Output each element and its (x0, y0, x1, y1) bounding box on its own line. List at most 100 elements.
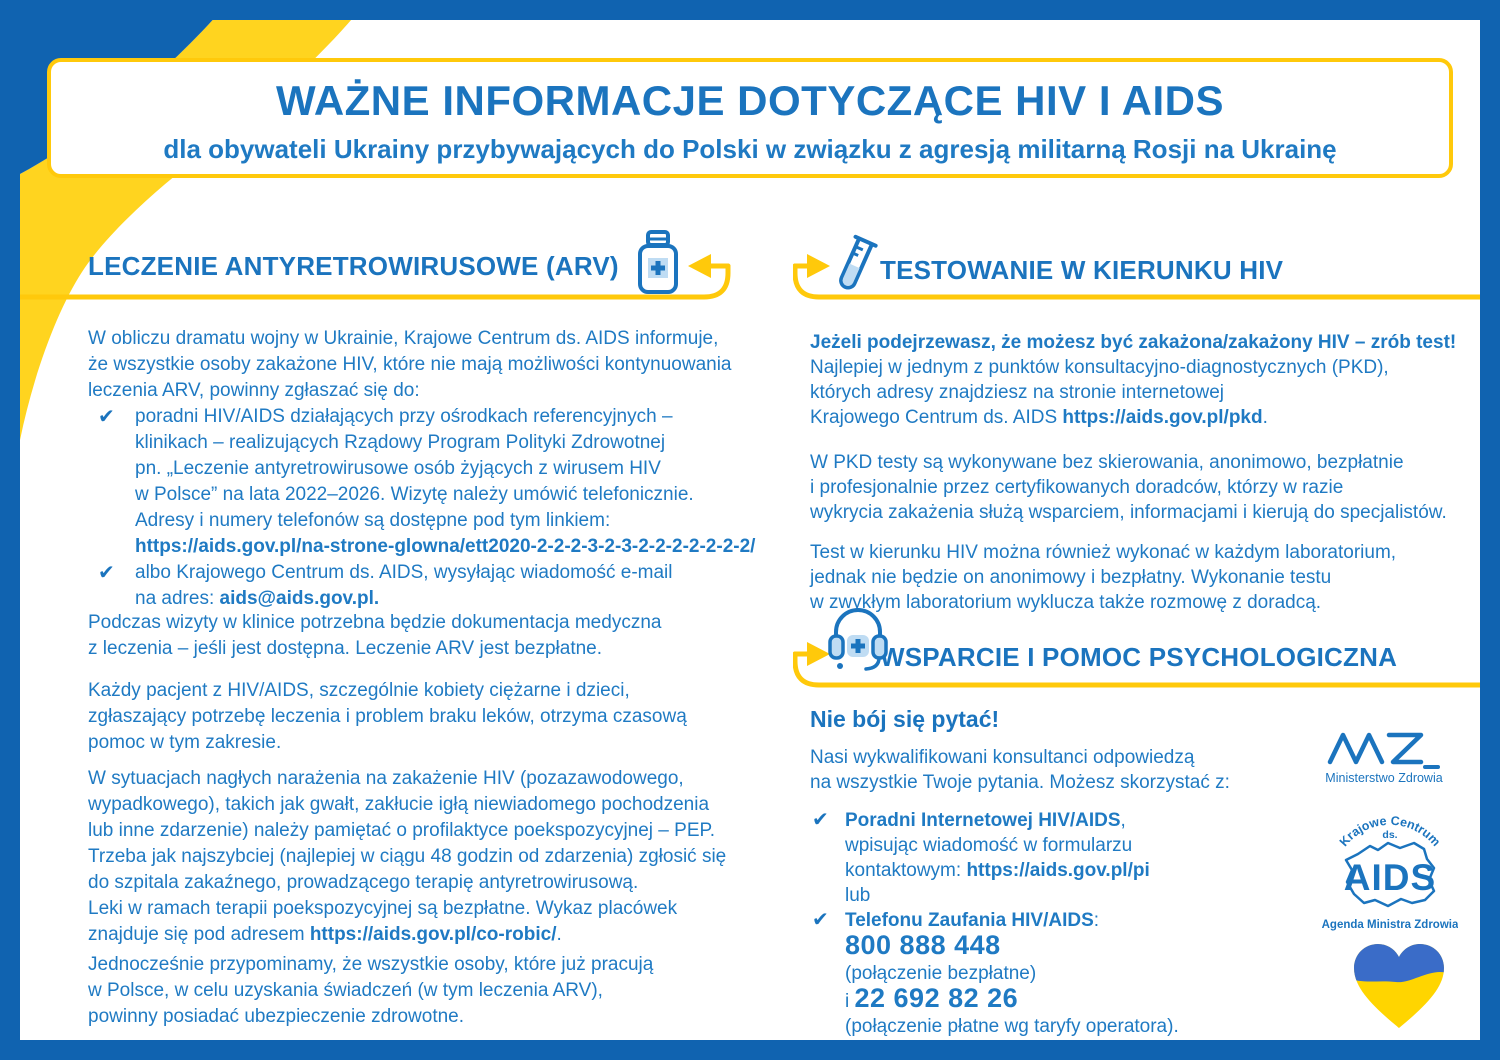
page-subtitle: dla obywateli Ukrainy przybywających do … (163, 134, 1337, 164)
arrow-right-icon (807, 642, 830, 666)
arv-paragraph-pep: W sytuacjach nagłych narażenia na zakaże… (88, 766, 748, 948)
arv-intro-block: W obliczu dramatu wojny w Ukrainie, Kraj… (88, 326, 755, 612)
text-line: W obliczu dramatu wojny w Ukrainie, Kraj… (88, 328, 719, 349)
link[interactable]: aids@aids.gov.pl. (219, 588, 380, 609)
aids-logo-word: AIDS (1344, 857, 1436, 898)
ukraine-heart-icon (1354, 944, 1444, 1028)
text-line: jednak nie będzie on anonimowy i bezpłat… (810, 567, 1332, 588)
text-line: Trzeba jak najszybciej (najlepiej w ciąg… (88, 846, 727, 867)
headset-icon (828, 608, 888, 671)
section-heading-arv: LECZENIE ANTYRETROWIRUSOWE (ARV) (88, 251, 619, 281)
text-line: W sytuacjach nagłych narażenia na zakaże… (88, 768, 684, 789)
arv-underline-arrow (20, 254, 731, 300)
text-line: albo Krajowego Centrum ds. AIDS, wysyłaj… (135, 562, 673, 583)
testing-underline-arrow (793, 254, 1490, 300)
list-item: ✔ albo Krajowego Centrum ds. AIDS, wysył… (88, 560, 748, 612)
text-line: na wszystkie Twoje pytania. Możesz skorz… (810, 772, 1230, 793)
krajowe-centrum-aids-logo: Krajowe Centrum ds. AIDS Agenda Ministra… (1322, 814, 1458, 931)
text-line: pn. „Leczenie antyretrowirusowe osób żyj… (135, 458, 661, 479)
text-line: do szpitala zakaźnego, prowadzącego tera… (88, 872, 639, 893)
section-heading-testing: TESTOWANIE W KIERUNKU HIV (880, 255, 1284, 285)
ministry-of-health-logo: Ministerstwo Zdrowia (1325, 732, 1443, 785)
checkmark-icon: ✔ (98, 406, 115, 428)
testing-paragraph-do-test: Jeżeli podejrzewasz, że możesz być zakaż… (810, 330, 1490, 430)
text-line: W PKD testy są wykonywane bez skierowani… (810, 452, 1404, 473)
text-line: kontaktowym: https://aids.gov.pl/pi (845, 860, 1150, 881)
text-line: w zwykłym laboratorium wyklucza także ro… (810, 592, 1322, 613)
mz-label: Ministerstwo Zdrowia (1325, 771, 1442, 785)
support-underline-arrow (793, 642, 1490, 688)
text-line: leczenia ARV, powinny zgłaszać się do: (88, 380, 420, 401)
arv-intro-text: W obliczu dramatu wojny w Ukrainie, Kraj… (88, 326, 748, 404)
link[interactable]: https://aids.gov.pl/pi (966, 860, 1150, 881)
text-line: wpisując wiadomość w formularzu (845, 835, 1133, 856)
medicine-bottle-icon (638, 230, 678, 294)
text-line: zgłaszający potrzebę leczenia i problem … (88, 706, 687, 727)
text-line: Jeżeli podejrzewasz, że możesz być zakaż… (810, 332, 1457, 353)
arrow-left-icon (688, 254, 711, 278)
link[interactable]: 800 888 448 (845, 930, 1001, 960)
text-line: których adresy znajdziesz na stronie int… (810, 382, 1224, 403)
text-line: (połączenie płatne wg taryfy operatora). (845, 1016, 1179, 1037)
text-line: Test w kierunku HIV można również wykona… (810, 542, 1397, 563)
list-item: ✔ poradni HIV/AIDS działających przy ośr… (88, 404, 755, 560)
support-bullet-online-advice: Poradni Internetowej HIV/AIDS, wpisując w… (845, 808, 1150, 908)
page-title: WAŻNE INFORMACJE DOTYCZĄCE HIV I AIDS (276, 77, 1224, 124)
text-line: w Polsce, w celu uzyskania świadczeń (w … (88, 980, 603, 1001)
poland-map-outline (1344, 841, 1436, 908)
link[interactable]: https://aids.gov.pl/na-strone-glowna/ett… (135, 536, 756, 557)
text-line: Każdy pacjent z HIV/AIDS, szczególnie ko… (88, 680, 630, 701)
text-line: 800 888 448 (845, 930, 1179, 961)
arv-bullet-1-text: poradni HIV/AIDS działających przy ośrod… (135, 404, 755, 560)
text-line: lub inne zdarzenie) należy pamiętać o pr… (88, 820, 715, 841)
text-line: znajduje się pod adresem https://aids.go… (88, 924, 562, 945)
text-line: (połączenie bezpłatne) (845, 963, 1037, 984)
link[interactable]: 22 692 82 26 (854, 983, 1019, 1013)
text-line: poradni HIV/AIDS działających przy ośrod… (135, 406, 673, 427)
text-line: Najlepiej w jednym z punktów konsultacyj… (810, 357, 1389, 378)
text-line: Krajowego Centrum ds. AIDS https://aids.… (810, 407, 1268, 428)
text-line: i 22 692 82 26 (845, 983, 1019, 1013)
support-paragraph-consultants: Nasi wykwalifikowani konsultanci odpowie… (810, 745, 1490, 795)
arv-paragraph-insurance: Jednocześnie przypominamy, że wszystkie … (88, 952, 748, 1030)
text-line: Podczas wizyty w klinice potrzebna będzi… (88, 612, 662, 633)
text-line: że wszystkie osoby zakażone HIV, które n… (88, 354, 732, 375)
text-line: Adresy i numery telefonów są dostępne po… (135, 510, 611, 531)
mz-zigzag-icon (1327, 732, 1385, 765)
header-banner: WAŻNE INFORMACJE DOTYCZĄCE HIV I AIDS dl… (47, 58, 1453, 178)
arv-paragraph-patients: Każdy pacjent z HIV/AIDS, szczególnie ko… (88, 678, 748, 756)
text-line: klinikach – realizujących Rządowy Progra… (135, 432, 666, 453)
text-line: pomoc w tym zakresie. (88, 732, 282, 753)
link[interactable]: https://aids.gov.pl/co-robic/ (309, 924, 557, 945)
text-line: Leki w ramach terapii poekspozycyjnej są… (88, 898, 678, 919)
aids-logo-ds-text: ds. (1382, 829, 1397, 841)
aids-logo-subtitle: Agenda Ministra Zdrowia (1322, 919, 1458, 931)
link[interactable]: https://aids.gov.pl/pkd (1062, 407, 1263, 428)
text-line: Jednocześnie przypominamy, że wszystkie … (88, 954, 654, 975)
checkmark-icon: ✔ (98, 562, 115, 584)
arv-bullet-2-text: albo Krajowego Centrum ds. AIDS, wysyłaj… (135, 560, 673, 612)
section-heading-support: WSPARCIE I POMOC PSYCHOLOGICZNA (880, 642, 1398, 672)
test-tube-icon (839, 234, 878, 290)
text-line: i profesjonalnie przez certyfikowanych d… (810, 477, 1344, 498)
text-line: lub (845, 885, 871, 906)
testing-paragraph-lab: Test w kierunku HIV można również wykona… (810, 540, 1490, 615)
checkmark-icon: ✔ (812, 809, 829, 831)
text-line: powinny posiadać ubezpieczenie zdrowotne… (88, 1006, 465, 1027)
text-line: Nasi wykwalifikowani konsultanci odpowie… (810, 747, 1195, 768)
text-line: z leczenia – jeśli jest dostępna. Leczen… (88, 638, 603, 659)
list-item: ✔ Telefonu Zaufania HIV/AIDS: 800 888 448… (810, 908, 1490, 1039)
text-line: wypadkowego), takich jak gwałt, zakłucie… (88, 794, 710, 815)
support-lead: Nie bój się pytać! (810, 706, 1000, 732)
text-line: Telefonu Zaufania HIV/AIDS: (845, 910, 1100, 931)
support-bullet-helpline: Telefonu Zaufania HIV/AIDS: 800 888 448 (p… (845, 908, 1179, 1039)
text-line: https://aids.gov.pl/na-strone-glowna/ett… (135, 534, 755, 560)
arrow-right-icon (807, 254, 830, 278)
arv-paragraph-clinic-docs: Podczas wizyty w klinice potrzebna będzi… (88, 610, 748, 662)
list-item: ✔ Poradni Internetowej HIV/AIDS, wpisując… (810, 808, 1490, 908)
support-bullets-block: ✔ Poradni Internetowej HIV/AIDS, wpisując… (810, 808, 1490, 1039)
text-line: w Polsce” na lata 2022–2026. Wizytę nale… (135, 484, 694, 505)
text-line: na adres: aids@aids.gov.pl. (135, 588, 380, 609)
checkmark-icon: ✔ (812, 909, 829, 931)
